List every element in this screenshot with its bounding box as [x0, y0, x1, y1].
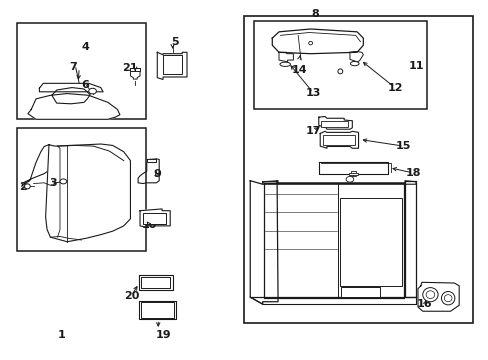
Text: 14: 14: [291, 65, 307, 75]
Ellipse shape: [425, 291, 434, 298]
Text: 18: 18: [405, 168, 420, 178]
Polygon shape: [263, 183, 403, 298]
Polygon shape: [40, 83, 103, 92]
Polygon shape: [279, 52, 293, 62]
Text: 6: 6: [81, 80, 89, 90]
Text: 8: 8: [311, 9, 319, 19]
Text: 20: 20: [123, 291, 139, 301]
Text: 5: 5: [171, 37, 179, 48]
Bar: [340, 198, 401, 286]
Bar: [322, 135, 354, 145]
Bar: [321, 121, 347, 127]
Ellipse shape: [308, 41, 312, 45]
Polygon shape: [318, 117, 351, 129]
Polygon shape: [404, 181, 415, 297]
Text: 3: 3: [49, 178, 57, 188]
Bar: [341, 287, 379, 297]
Ellipse shape: [444, 294, 451, 302]
Polygon shape: [52, 87, 90, 104]
Text: 2: 2: [19, 182, 27, 192]
Polygon shape: [130, 68, 140, 79]
Ellipse shape: [441, 292, 454, 305]
Bar: [243, 16, 471, 323]
Bar: [163, 55, 182, 74]
Text: 12: 12: [386, 82, 402, 93]
Polygon shape: [250, 181, 278, 304]
Text: 15: 15: [395, 141, 410, 151]
Circle shape: [346, 176, 353, 182]
Bar: [17, 23, 146, 119]
Bar: [350, 171, 355, 176]
Text: 7: 7: [69, 62, 77, 72]
Text: 10: 10: [142, 220, 157, 230]
Circle shape: [89, 88, 96, 94]
Text: 21: 21: [122, 63, 137, 73]
Ellipse shape: [337, 69, 342, 74]
Bar: [141, 302, 174, 318]
Text: 11: 11: [407, 62, 423, 71]
Polygon shape: [320, 131, 358, 148]
Polygon shape: [318, 162, 387, 174]
Polygon shape: [139, 275, 172, 290]
Polygon shape: [262, 181, 415, 184]
Text: 9: 9: [153, 168, 161, 179]
Bar: [141, 277, 170, 288]
Polygon shape: [272, 29, 363, 54]
Bar: [130, 68, 140, 71]
Text: 4: 4: [81, 42, 89, 51]
Circle shape: [60, 179, 66, 184]
Polygon shape: [146, 159, 156, 162]
Polygon shape: [349, 51, 363, 62]
Ellipse shape: [24, 184, 30, 189]
Bar: [254, 21, 426, 109]
Ellipse shape: [280, 62, 290, 66]
Polygon shape: [417, 282, 458, 311]
Text: 1: 1: [58, 329, 65, 339]
Text: 13: 13: [305, 87, 320, 98]
Polygon shape: [28, 94, 120, 119]
Ellipse shape: [422, 288, 437, 302]
Text: 17: 17: [305, 126, 321, 136]
Polygon shape: [45, 144, 130, 242]
Polygon shape: [139, 301, 176, 319]
Polygon shape: [157, 52, 186, 80]
Text: 19: 19: [155, 329, 170, 339]
Polygon shape: [140, 209, 170, 228]
Ellipse shape: [350, 62, 358, 66]
Text: 16: 16: [416, 299, 431, 309]
Bar: [142, 213, 165, 224]
Bar: [348, 172, 357, 175]
Bar: [17, 128, 146, 251]
